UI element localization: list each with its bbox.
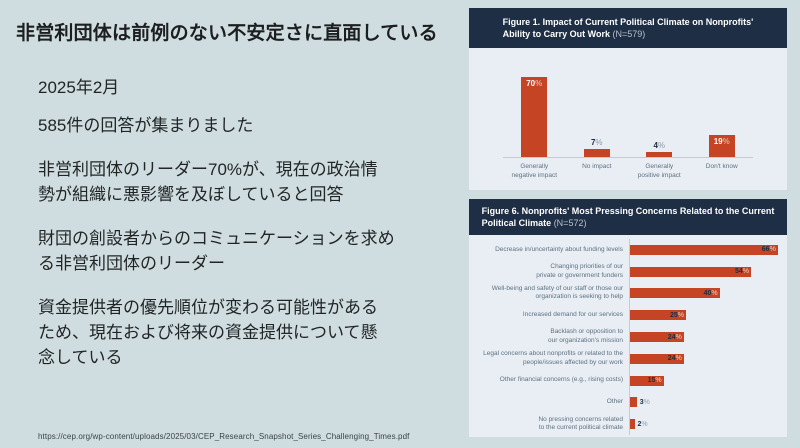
bar-zone: 15% xyxy=(629,369,787,392)
chart-row: Well-being and safety of our staff or th… xyxy=(469,282,787,305)
bar-wellbeing-safety: 40% xyxy=(630,288,720,299)
bar-value-label: 24% xyxy=(667,333,682,341)
bar-zone: 54% xyxy=(629,260,787,283)
chart-row: Backlash or opposition to our organizati… xyxy=(469,326,787,348)
slide-title: 非営利団体は前例のない不安定さに直面している xyxy=(16,23,438,44)
paragraph-date: 2025年2月 xyxy=(38,78,120,97)
figure-1-bar-chart: 70% 7% 4% 19% xyxy=(503,48,753,180)
figure-1-title: Figure 1. Impact of Current Political Cl… xyxy=(503,16,754,40)
chart-row: Increased demand for our services 25% xyxy=(469,304,787,327)
figure-1-n-label: (N=579) xyxy=(610,29,646,39)
slide-body: 2025年2月 585件の回答が集まりました 非営利団体のリーダー70%が、現在… xyxy=(38,75,462,370)
figure-1-title-text: Figure 1. Impact of Current Political Cl… xyxy=(502,16,754,39)
row-label: Other financial concerns (e.g., rising c… xyxy=(499,376,623,384)
chart-row: Changing priorities of our private or go… xyxy=(469,260,787,283)
row-label: Backlash or opposition to our organizati… xyxy=(548,328,623,345)
row-label: Increased demand for our services xyxy=(522,310,623,318)
bar-value-label: 40% xyxy=(703,289,718,297)
bar-zone: 40% xyxy=(629,282,787,305)
bar-column-generally-positive: 4% xyxy=(628,141,691,157)
bar-no-impact xyxy=(583,149,610,157)
source-url: https://cep.org/wp-content/uploads/2025/… xyxy=(38,432,410,441)
bar-value-label: 7% xyxy=(590,138,603,147)
paragraph-funding-concern: 資金提供者の優先順位が変わる可能性がある ため、現在および将来の資金提供について… xyxy=(38,298,378,367)
bar-funding-levels: 66% xyxy=(630,244,778,255)
bar-column-generally-negative: 70% xyxy=(503,77,566,157)
bar-value-label: 3% xyxy=(639,398,650,406)
bar-value-label: 70% xyxy=(526,79,543,88)
figure-6-title: Figure 6. Nonprofits' Most Pressing Conc… xyxy=(482,205,775,229)
bar-backlash-opposition: 24% xyxy=(630,332,684,343)
bar-zone: 3% xyxy=(629,391,787,414)
bar-zone: 24% xyxy=(629,326,787,348)
row-label: Decrease in/uncertainty about funding le… xyxy=(495,245,623,253)
bar-value-label: 15% xyxy=(647,377,662,385)
bar-generally-negative: 70% xyxy=(521,77,548,157)
bar-value-label: 19% xyxy=(713,137,730,147)
row-label: Well-being and safety of our staff or th… xyxy=(491,284,623,301)
bar-value-label: 25% xyxy=(669,311,684,319)
row-label: Legal concerns about nonprofits or relat… xyxy=(483,350,623,366)
bar-value-label: 24% xyxy=(667,355,682,363)
chart-row: Other 3% xyxy=(469,391,787,414)
row-label: No pressing concerns related to the curr… xyxy=(538,415,623,432)
figure-6-header: Figure 6. Nonprofits' Most Pressing Conc… xyxy=(469,199,787,235)
paragraph-communication: 財団の創設者からのコミュニケーションを求め る非営利団体のリーダー xyxy=(38,229,395,273)
figure-1-header: Figure 1. Impact of Current Political Cl… xyxy=(469,8,787,48)
bar-generally-positive xyxy=(646,152,673,157)
chart-row: No pressing concerns related to the curr… xyxy=(469,413,787,436)
bar-other-financial: 15% xyxy=(630,375,664,386)
category-label: Generally positive impact xyxy=(637,163,681,180)
bar-dont-know: 19% xyxy=(708,135,735,157)
bar-value-label: 54% xyxy=(734,268,749,276)
bar-column-dont-know: 19% xyxy=(691,135,754,157)
figure-6-chart-area: Decrease in/uncertainty about funding le… xyxy=(469,235,787,437)
chart-row: Decrease in/uncertainty about funding le… xyxy=(469,239,787,261)
bar-value-label: 66% xyxy=(761,246,776,254)
figure-6-title-text: Figure 6. Nonprofits' Most Pressing Conc… xyxy=(481,205,775,228)
bar-column-no-impact: 7% xyxy=(566,138,629,157)
figure-1-panel: Figure 1. Impact of Current Political Cl… xyxy=(469,8,787,190)
bar-zone: 25% xyxy=(629,304,787,327)
figure-1-category-labels: Generally negative impact No impact Gene… xyxy=(503,162,753,180)
bar-legal-concerns: 24% xyxy=(630,353,684,364)
figure-6-panel: Figure 6. Nonprofits' Most Pressing Conc… xyxy=(469,199,787,437)
figure-1-chart-area: 70% 7% 4% 19% xyxy=(469,48,787,190)
bar-no-pressing-concerns xyxy=(630,419,635,430)
paragraph-responses: 585件の回答が集まりました xyxy=(38,116,254,135)
chart-row: Legal concerns about nonprofits or relat… xyxy=(469,347,787,370)
row-label: Changing priorities of our private or go… xyxy=(536,262,623,279)
chart-row: Other financial concerns (e.g., rising c… xyxy=(469,369,787,392)
category-label: Don't know xyxy=(705,163,738,170)
bar-zone: 66% xyxy=(629,239,787,261)
category-label: No impact xyxy=(582,163,612,170)
paragraph-negative-impact: 非営利団体のリーダー70%が、現在の政治情 勢が組織に悪影響を及ぼしていると回答 xyxy=(38,160,378,204)
figure-6-n-label: (N=572) xyxy=(551,218,587,228)
bar-value-label: 4% xyxy=(653,141,666,151)
bar-zone: 24% xyxy=(629,347,787,370)
bar-increased-demand: 25% xyxy=(630,310,686,321)
category-label: Generally negative impact xyxy=(511,163,558,180)
figure-1-bars: 70% 7% 4% 19% xyxy=(503,48,753,158)
row-label: Other xyxy=(606,398,623,406)
bar-zone: 2% xyxy=(629,413,787,436)
bar-value-label: 2% xyxy=(637,420,648,428)
left-text-column: 非営利団体は前例のない不安定さに直面している 2025年2月 585件の回答が集… xyxy=(16,18,462,389)
bar-changing-priorities: 54% xyxy=(630,266,751,277)
bar-other xyxy=(630,397,637,408)
